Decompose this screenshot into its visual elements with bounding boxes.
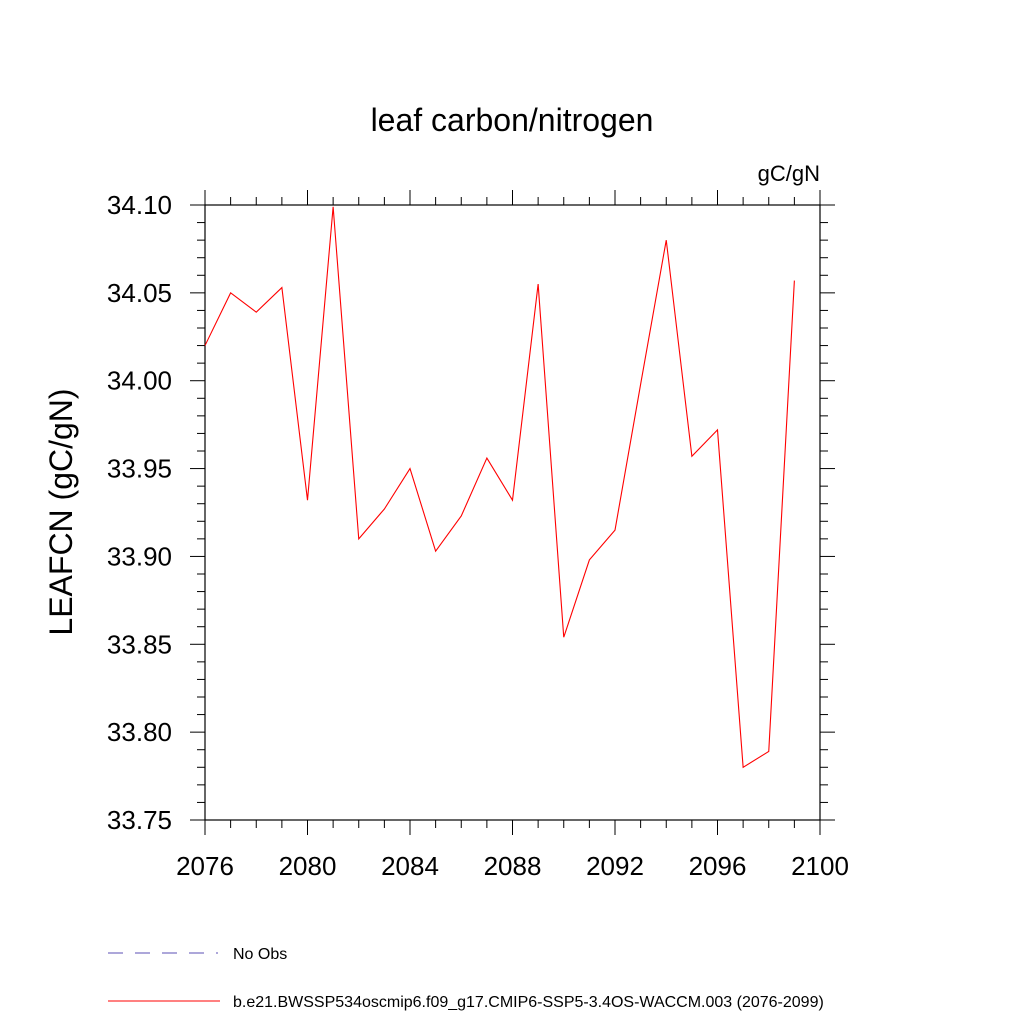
y-tick-label: 33.95	[107, 454, 172, 484]
minor-ticks	[197, 197, 828, 828]
series-line	[204, 206, 795, 769]
legend: No Obs b.e21.BWSSP534oscmip6.f09_g17.CMI…	[108, 946, 824, 1011]
x-tick-label: 2100	[791, 851, 849, 881]
y-tick-label: 34.00	[107, 366, 172, 396]
major-ticks	[190, 190, 835, 835]
x-tick-label: 2088	[484, 851, 542, 881]
y-tick-label: 33.80	[107, 717, 172, 747]
x-tick-label: 2092	[586, 851, 644, 881]
y-tick-label: 34.10	[107, 190, 172, 220]
y-tick-label: 34.05	[107, 278, 172, 308]
y-tick-label: 33.90	[107, 541, 172, 571]
y-axis-label: LEAFCN (gC/gN)	[43, 388, 79, 635]
y-tick-label: 33.85	[107, 629, 172, 659]
x-tick-label: 2080	[279, 851, 337, 881]
x-tick-label: 2096	[689, 851, 747, 881]
x-tick-label: 2076	[176, 851, 234, 881]
plot-frame	[204, 204, 821, 821]
chart-title: leaf carbon/nitrogen	[371, 102, 654, 138]
legend-label-model: b.e21.BWSSP534oscmip6.f09_g17.CMIP6-SSP5…	[233, 994, 824, 1011]
y-tick-label: 33.75	[107, 805, 172, 835]
tick-labels: 2076 2080 2084 2088 2092 2096 2100 33.75 33.80 33…	[107, 190, 849, 881]
units-label: gC/gN	[758, 161, 820, 186]
legend-label-no-obs: No Obs	[233, 946, 287, 963]
x-tick-label: 2084	[381, 851, 439, 881]
